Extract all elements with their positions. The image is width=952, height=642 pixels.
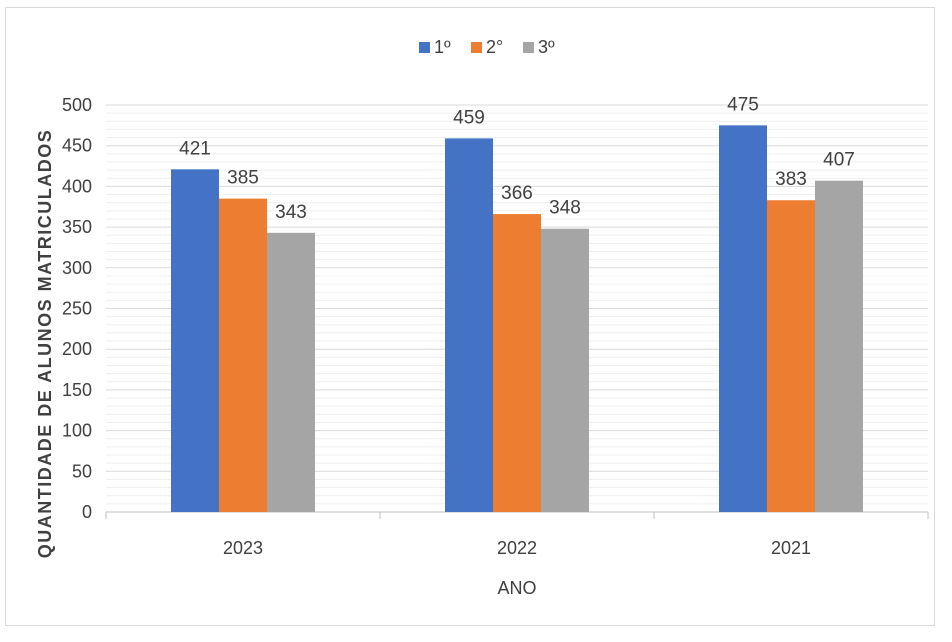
bar <box>493 214 541 513</box>
y-tick-label: 150 <box>62 380 92 400</box>
x-tick-label: 2021 <box>771 538 811 558</box>
legend-label: 1º <box>434 37 451 57</box>
x-axis-title: ANO <box>497 578 536 598</box>
bar-value-label: 366 <box>501 183 533 204</box>
legend-label: 2° <box>486 37 503 57</box>
bar-value-label: 343 <box>275 202 307 223</box>
y-tick-label: 400 <box>62 176 92 196</box>
y-tick-label: 0 <box>82 502 92 522</box>
bars <box>171 125 863 513</box>
legend-swatch <box>419 42 430 53</box>
bar <box>767 200 815 512</box>
bar <box>719 125 767 512</box>
bar <box>541 228 589 512</box>
bar-value-label: 475 <box>727 94 759 115</box>
legend-swatch <box>523 42 534 53</box>
bar <box>445 138 493 512</box>
bar <box>815 180 863 512</box>
y-tick-label: 350 <box>62 217 92 237</box>
bar-value-label: 459 <box>453 107 485 128</box>
bar-value-label: 348 <box>549 198 581 219</box>
bar <box>267 232 315 512</box>
legend: 1º 2° 3º <box>419 37 555 57</box>
bar-value-label: 385 <box>227 168 259 189</box>
bar-value-label: 407 <box>823 150 855 171</box>
y-tick-label: 200 <box>62 339 92 359</box>
bar-value-label: 383 <box>775 169 807 190</box>
y-tick-label: 250 <box>62 299 92 319</box>
y-tick-label: 50 <box>72 461 92 481</box>
y-tick-label: 500 <box>62 95 92 115</box>
y-tick-label: 300 <box>62 258 92 278</box>
legend-swatch <box>471 42 482 53</box>
data-labels: 421 385 343 459 366 348 475 383 407 <box>179 94 855 222</box>
x-tick-label: 2023 <box>223 538 263 558</box>
y-tick-label: 450 <box>62 136 92 156</box>
bar <box>171 169 219 512</box>
y-tick-label: 100 <box>62 421 92 441</box>
bar-value-label: 421 <box>179 138 211 159</box>
bar <box>219 198 267 513</box>
x-tick-label: 2022 <box>497 538 537 558</box>
y-axis-title: QUANTIDADE DE ALUNOS MATRICULADOS <box>35 129 55 559</box>
legend-label: 3º <box>538 37 555 57</box>
